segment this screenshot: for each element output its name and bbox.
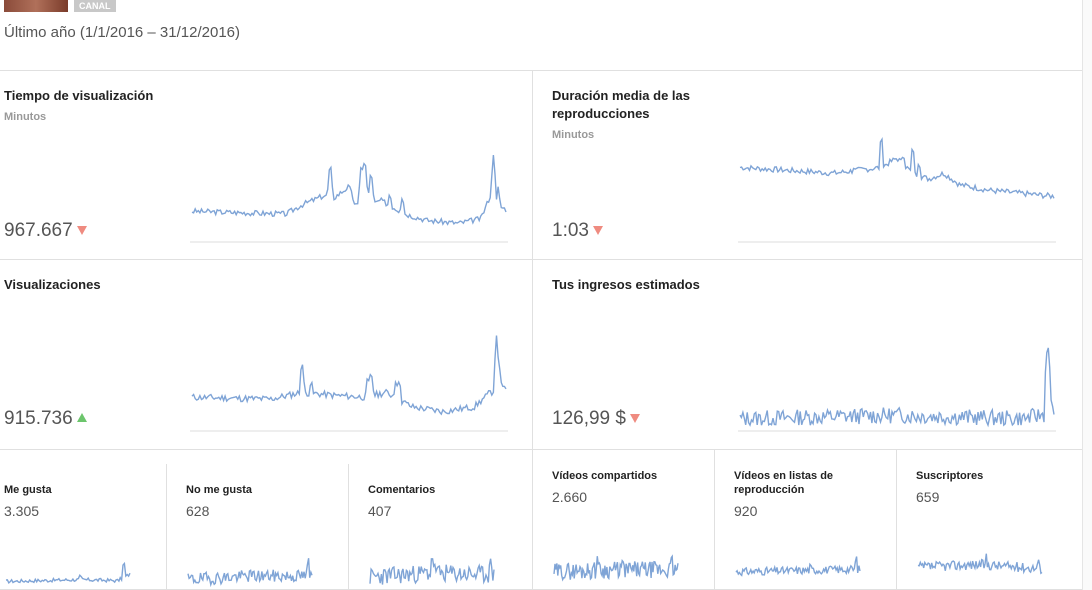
trend-down-icon (629, 414, 640, 423)
comments-sparkline (369, 558, 495, 585)
channel-thumbnail[interactable] (4, 0, 68, 12)
trend-down-icon (76, 226, 87, 235)
card-title: Vídeos en listas de reproducción (734, 470, 834, 496)
playlists-card[interactable]: Vídeos en listas de reproducción 920 (715, 451, 896, 589)
divider (348, 464, 349, 590)
card-subtitle: Minutos (552, 129, 595, 141)
card-title: Visualizaciones (4, 277, 101, 292)
likes-sparkline (5, 561, 131, 585)
divider (0, 449, 1082, 450)
likes-card[interactable]: Me gusta 3.305 (0, 465, 166, 589)
card-title: No me gusta (186, 484, 253, 496)
divider (896, 450, 897, 590)
divider (0, 70, 1082, 71)
playlists-sparkline (735, 556, 861, 577)
page-scrollbar[interactable] (1082, 0, 1092, 590)
metric-value: 967.667 (4, 220, 87, 242)
divider (714, 450, 715, 590)
sparkline-path (369, 558, 495, 585)
metric-value: 659 (916, 489, 940, 505)
views-sparkline (190, 335, 508, 432)
sparkline-path (191, 335, 507, 416)
shares-card[interactable]: Vídeos compartidos 2.660 (533, 451, 714, 589)
metric-value: 126,99 $ (552, 408, 640, 430)
sparkline-path (553, 554, 679, 582)
card-subtitle: Minutos (4, 111, 47, 123)
subscribers-sparkline (917, 553, 1043, 575)
sparkline-path (191, 154, 507, 226)
sparkline-path (5, 561, 131, 585)
channel-badge: CANAL (74, 0, 116, 12)
avg-duration-card[interactable]: Duración media de las reproducciones Min… (533, 71, 1082, 259)
comments-card[interactable]: Comentarios 407 (349, 465, 532, 589)
sparkline-path (739, 347, 1055, 428)
card-title: Suscriptores (916, 470, 984, 482)
card-title: Tiempo de visualización (4, 88, 154, 103)
card-title: Me gusta (4, 484, 52, 496)
metric-value: 628 (186, 503, 210, 519)
metric-value: 2.660 (552, 489, 588, 505)
watch-time-card[interactable]: Tiempo de visualización Minutos 967.667 (0, 71, 532, 259)
sparkline-path (735, 556, 861, 577)
subscribers-card[interactable]: Suscriptores 659 (897, 451, 1082, 589)
date-range-label: Último año (1/1/2016 – 31/12/2016) (4, 24, 240, 41)
trend-up-icon (76, 413, 87, 422)
card-title: Vídeos compartidos (552, 470, 658, 482)
metric-value: 1:03 (552, 220, 603, 242)
dislikes-card[interactable]: No me gusta 628 (167, 465, 348, 589)
metric-value: 3.305 (4, 503, 40, 519)
views-card[interactable]: Visualizaciones 915.736 (0, 260, 532, 449)
shares-sparkline (553, 554, 679, 582)
sparkline-path (187, 558, 313, 587)
dislikes-sparkline (187, 558, 313, 587)
trend-down-icon (592, 226, 603, 235)
card-title: Duración media de las reproducciones (552, 88, 690, 121)
divider (0, 259, 1082, 260)
divider (166, 464, 167, 590)
divider (532, 70, 533, 590)
metric-value: 915.736 (4, 408, 87, 430)
sparkline-path (917, 553, 1043, 575)
revenue-card[interactable]: Tus ingresos estimados 126,99 $ (533, 260, 1082, 449)
revenue-sparkline (738, 347, 1056, 432)
sparkline-path (739, 136, 1055, 200)
watch-time-sparkline (190, 154, 508, 243)
card-title: Comentarios (368, 484, 436, 496)
card-title: Tus ingresos estimados (552, 277, 700, 292)
avg-duration-sparkline (738, 136, 1056, 243)
metric-value: 407 (368, 503, 392, 519)
metric-value: 920 (734, 503, 758, 519)
